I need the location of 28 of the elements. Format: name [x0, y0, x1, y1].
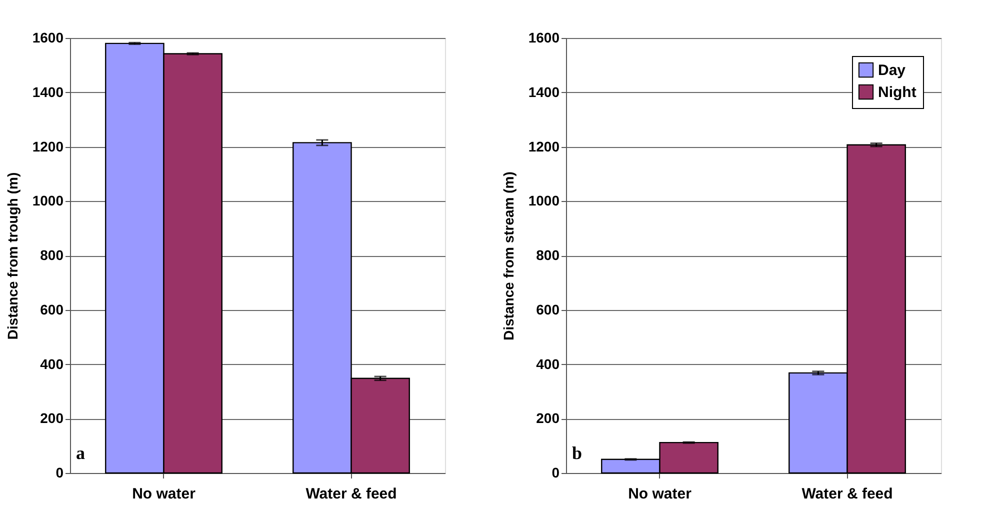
annotation: b [572, 443, 582, 463]
y-tick-label: 1600 [32, 30, 64, 46]
y-tick-label: 1600 [528, 30, 560, 46]
y-tick-label: 400 [40, 356, 64, 372]
y-tick-label: 1200 [32, 138, 64, 154]
x-tick-label: Water & feed [306, 486, 397, 502]
x-tick-label: Water & feed [802, 486, 893, 502]
y-tick-label: 600 [40, 301, 64, 318]
y-tick-label: 1400 [528, 84, 560, 100]
y-tick-label: 800 [536, 247, 560, 263]
y-tick-label: 600 [536, 301, 560, 318]
legend-label: Night [878, 84, 916, 101]
x-tick-label: No water [132, 486, 196, 502]
y-tick-label: 1400 [32, 84, 64, 100]
y-tick-label: 0 [552, 464, 560, 480]
y-axis-title: Distance from trough (m) [4, 172, 20, 340]
y-tick-label: 200 [40, 410, 64, 426]
y-tick-label: 200 [536, 410, 560, 426]
y-axis-title: Distance from stream (m) [500, 172, 516, 340]
y-tick-label: 1000 [32, 192, 64, 209]
y-tick-label: 1200 [528, 138, 560, 154]
y-tick-label: 0 [56, 464, 64, 480]
y-tick-label: 1000 [528, 192, 560, 209]
x-tick-label: No water [628, 486, 692, 502]
y-tick-label: 400 [536, 356, 560, 372]
legend-label: Day [878, 62, 906, 79]
annotation: a [76, 443, 85, 463]
y-tick-label: 800 [40, 247, 64, 263]
